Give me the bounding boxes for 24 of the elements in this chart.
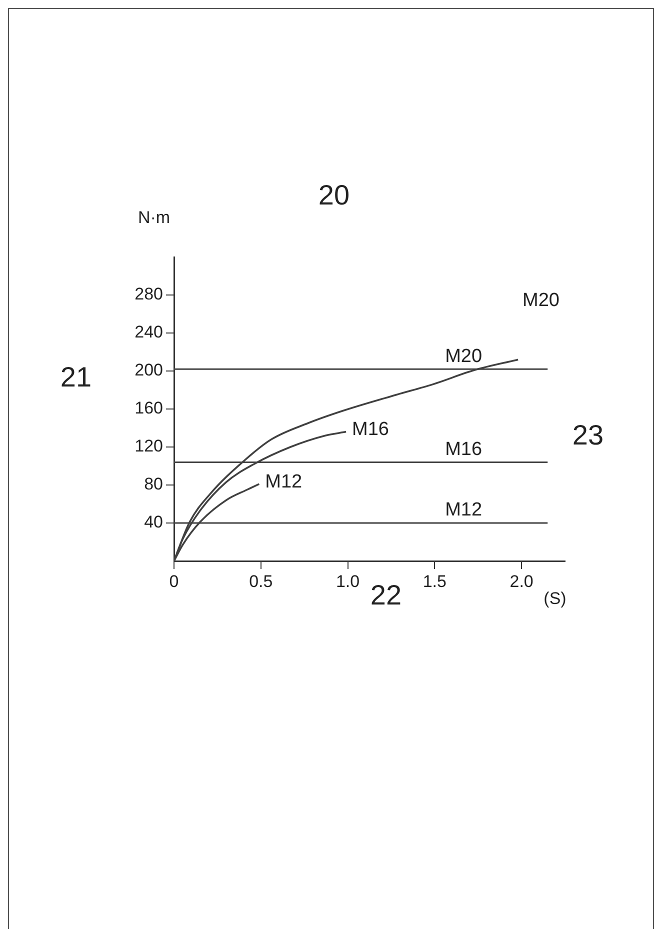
y-tick-label: 120 bbox=[134, 436, 163, 456]
x-tick-label: 0 bbox=[169, 572, 179, 591]
series-label: M12 bbox=[265, 471, 302, 492]
y-tick-label: 240 bbox=[134, 322, 163, 342]
text: 22 bbox=[370, 580, 402, 611]
text: 20 bbox=[318, 180, 350, 211]
text: 23 bbox=[572, 420, 604, 451]
x-tick-label: 2.0 bbox=[510, 572, 534, 591]
y-tick-label: 200 bbox=[134, 360, 163, 380]
x-tick-label: 0.5 bbox=[249, 572, 273, 591]
y-tick-label: 280 bbox=[134, 284, 163, 304]
x-tick-label: 1.0 bbox=[336, 572, 360, 591]
x-tick-label: 1.5 bbox=[422, 572, 446, 591]
series-label: M16 bbox=[352, 419, 390, 440]
ref-line-label: M12 bbox=[445, 500, 482, 521]
annotation: M20 bbox=[522, 290, 560, 312]
y-tick-label: 160 bbox=[134, 398, 163, 418]
ref-line-label: M16 bbox=[445, 438, 482, 460]
ref-line-label: M20 bbox=[445, 346, 482, 367]
text: 21 bbox=[60, 362, 92, 393]
y-tick-label: 40 bbox=[144, 512, 163, 532]
x-axis-title: (S) bbox=[544, 589, 566, 608]
y-tick-label: 80 bbox=[144, 474, 163, 494]
y-axis-title: N·m bbox=[138, 208, 170, 228]
